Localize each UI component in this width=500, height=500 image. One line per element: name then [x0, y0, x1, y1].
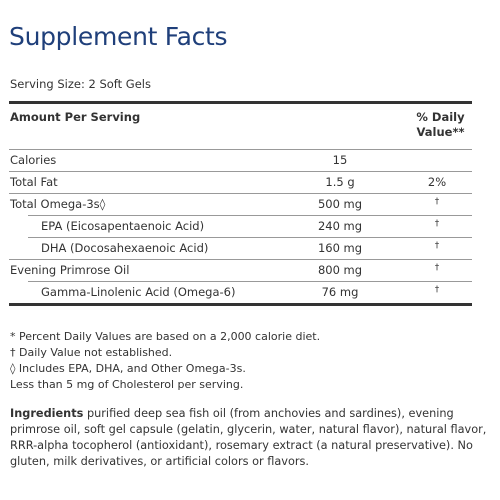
row-name: Total Fat	[10, 175, 58, 189]
ingredients-text: purified deep sea fish oil (from anchovi…	[10, 407, 487, 468]
table-row: DHA (Docosahexaenoic Acid) 160 mg †	[28, 237, 472, 259]
table-row: Gamma-Linolenic Acid (Omega-6) 76 mg †	[28, 281, 472, 303]
row-amount: 15	[332, 153, 348, 167]
table-row: Total Fat 1.5 g 2%	[9, 171, 472, 193]
row-daily-value: †	[434, 263, 440, 273]
rule	[9, 303, 472, 306]
row-name: Calories	[10, 153, 57, 167]
title: Supplement Facts	[9, 22, 228, 51]
row-daily-value: †	[434, 285, 440, 295]
footnote: Less than 5 mg of Cholesterol per servin…	[10, 378, 244, 391]
row-name: DHA (Docosahexaenoic Acid)	[41, 241, 209, 255]
table-row: EPA (Eicosapentaenoic Acid) 240 mg †	[28, 215, 472, 237]
row-name: Gamma-Linolenic Acid (Omega-6)	[41, 285, 236, 299]
footnote: ◊ Includes EPA, DHA, and Other Omega-3s.	[10, 362, 246, 375]
ingredients: Ingredients purified deep sea fish oil (…	[10, 406, 490, 470]
ingredients-label: Ingredients	[10, 407, 84, 420]
footnote: † Daily Value not established.	[10, 346, 173, 359]
rule	[9, 101, 472, 104]
row-amount: 76 mg	[321, 285, 359, 299]
row-amount: 160 mg	[317, 241, 363, 255]
row-name: Evening Primrose Oil	[10, 263, 130, 277]
row-name: Total Omega-3s◊	[10, 197, 106, 211]
table-row: Calories 15	[9, 149, 472, 171]
serving-size: Serving Size: 2 Soft Gels	[10, 77, 151, 91]
row-amount: 240 mg	[317, 219, 363, 233]
row-daily-value: †	[434, 197, 440, 207]
row-amount: 800 mg	[317, 263, 363, 277]
row-daily-value: 2%	[427, 175, 447, 189]
row-amount: 1.5 g	[325, 175, 355, 189]
table-row: Total Omega-3s◊ 500 mg †	[9, 193, 472, 215]
row-daily-value: †	[434, 241, 440, 251]
column-header: % Daily Value**	[416, 110, 465, 139]
row-name: EPA (Eicosapentaenoic Acid)	[41, 219, 205, 233]
column-header: Amount Per Serving	[10, 110, 141, 124]
footnote: * Percent Daily Values are based on a 2,…	[10, 330, 321, 343]
row-daily-value: †	[434, 219, 440, 229]
row-amount: 500 mg	[317, 197, 363, 211]
table-row: Evening Primrose Oil 800 mg †	[9, 259, 472, 281]
